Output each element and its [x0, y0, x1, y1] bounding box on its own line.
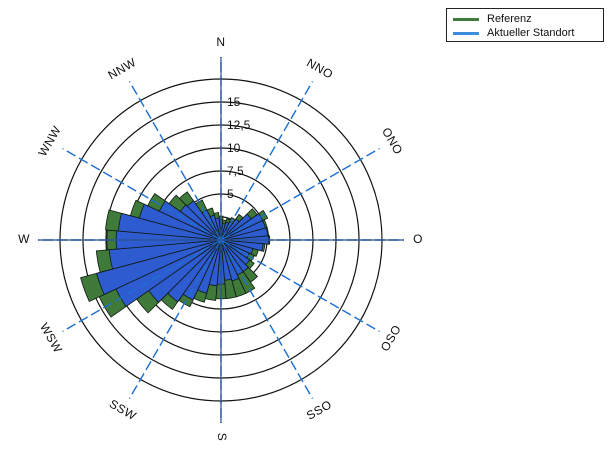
direction-label: NNW — [106, 55, 139, 82]
legend-swatch-referenz — [453, 17, 479, 21]
sector-aktueller-standort — [214, 217, 222, 241]
direction-spoke — [220, 147, 380, 241]
direction-label: OSO — [378, 322, 404, 353]
radial-tick-label: 5 — [227, 187, 234, 201]
sector-aktueller-standort — [220, 239, 240, 282]
direction-spoke — [62, 239, 222, 333]
sector-aktueller-standort — [108, 239, 222, 270]
radial-tick-labels: 5 7,5 10 12,5 15 — [227, 95, 251, 201]
data-sectors — [80, 191, 271, 318]
direction-label: W — [18, 232, 30, 246]
direction-spoke — [128, 239, 222, 399]
sector-aktueller-standort — [138, 203, 222, 241]
sector-aktueller-standort — [209, 214, 222, 241]
direction-label: SSO — [304, 397, 334, 423]
direction-label: NNO — [304, 56, 335, 82]
radial-tick-label: 12,5 — [227, 118, 251, 132]
legend-item-referenz: Referenz — [453, 13, 532, 25]
direction-label: ONO — [379, 125, 406, 157]
direction-label: O — [413, 232, 423, 246]
direction-spoke — [62, 147, 222, 241]
direction-label: WSW — [37, 321, 65, 356]
direction-spoke — [220, 239, 380, 333]
legend-swatch-aktueller-standort — [453, 31, 479, 35]
direction-label: SSW — [107, 397, 139, 424]
direction-spoke — [220, 81, 314, 241]
sector-aktueller-standort — [96, 239, 222, 295]
direction-spokes — [38, 57, 404, 423]
legend-item-aktueller-standort: Aktueller Standort — [453, 27, 574, 39]
radial-tick-label: 10 — [227, 141, 241, 155]
legend: Referenz Aktueller Standort — [446, 8, 604, 42]
sector-aktueller-standort — [186, 200, 222, 241]
legend-label-referenz: Referenz — [487, 13, 532, 25]
radial-tick-label: 15 — [227, 95, 241, 109]
radial-tick-label: 7,5 — [227, 164, 244, 178]
sector-aktueller-standort — [179, 204, 222, 241]
direction-spoke — [220, 239, 314, 399]
legend-label-aktueller-standort: Aktueller Standort — [487, 27, 575, 39]
direction-label: WNW — [35, 123, 64, 159]
direction-spoke — [128, 81, 222, 241]
sector-aktueller-standort — [158, 200, 222, 241]
direction-label: S — [215, 433, 229, 442]
direction-label: N — [216, 35, 225, 49]
